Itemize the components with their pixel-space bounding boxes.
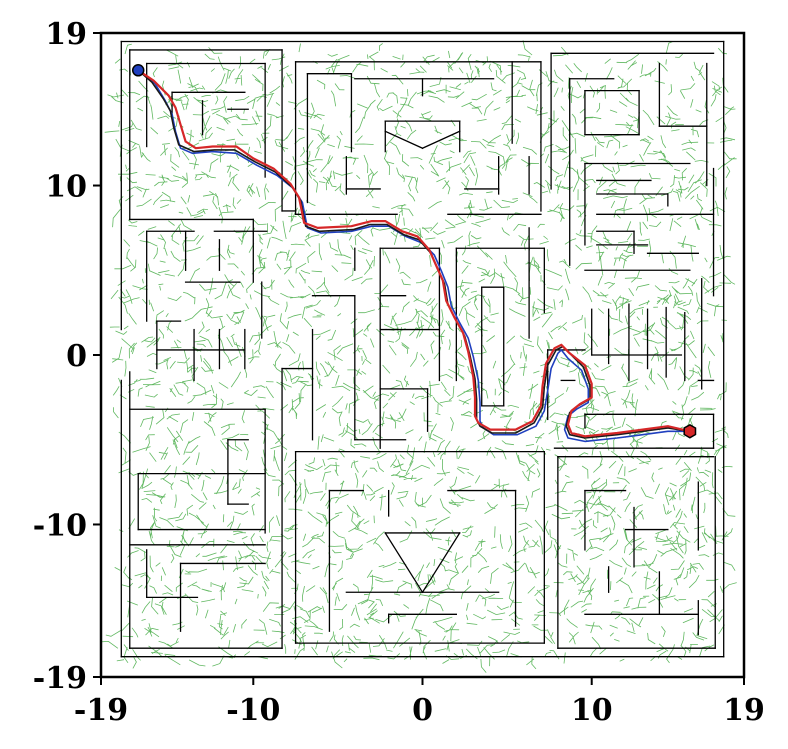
goal-marker bbox=[683, 423, 697, 439]
tree-edges bbox=[101, 40, 737, 673]
x-tick-label: -19 bbox=[74, 693, 128, 728]
maze-wall bbox=[384, 532, 424, 594]
start-marker bbox=[131, 64, 145, 77]
axes: -19 -10 0 10 19 19 10 0 -10 -19 bbox=[33, 17, 765, 728]
exploration-tree bbox=[101, 40, 737, 673]
path-markers bbox=[131, 64, 697, 439]
x-tick-label: 19 bbox=[723, 693, 765, 728]
maze-wall bbox=[421, 532, 461, 594]
x-tick-label: -10 bbox=[226, 693, 280, 728]
y-tick-label: 10 bbox=[45, 170, 87, 205]
x-tick-label: 10 bbox=[571, 693, 613, 728]
x-tick-label: 0 bbox=[412, 693, 433, 728]
y-tick-label: 19 bbox=[45, 17, 87, 52]
maze-wall bbox=[384, 130, 424, 150]
y-tick-label: -10 bbox=[33, 508, 87, 543]
path-series-line bbox=[137, 69, 690, 443]
y-tick-label: 0 bbox=[66, 339, 87, 374]
maze-walls bbox=[120, 40, 725, 658]
path-series-line bbox=[137, 69, 691, 438]
path-series bbox=[137, 69, 691, 443]
maze-wall bbox=[421, 130, 461, 150]
y-tick-label: -19 bbox=[33, 661, 87, 696]
